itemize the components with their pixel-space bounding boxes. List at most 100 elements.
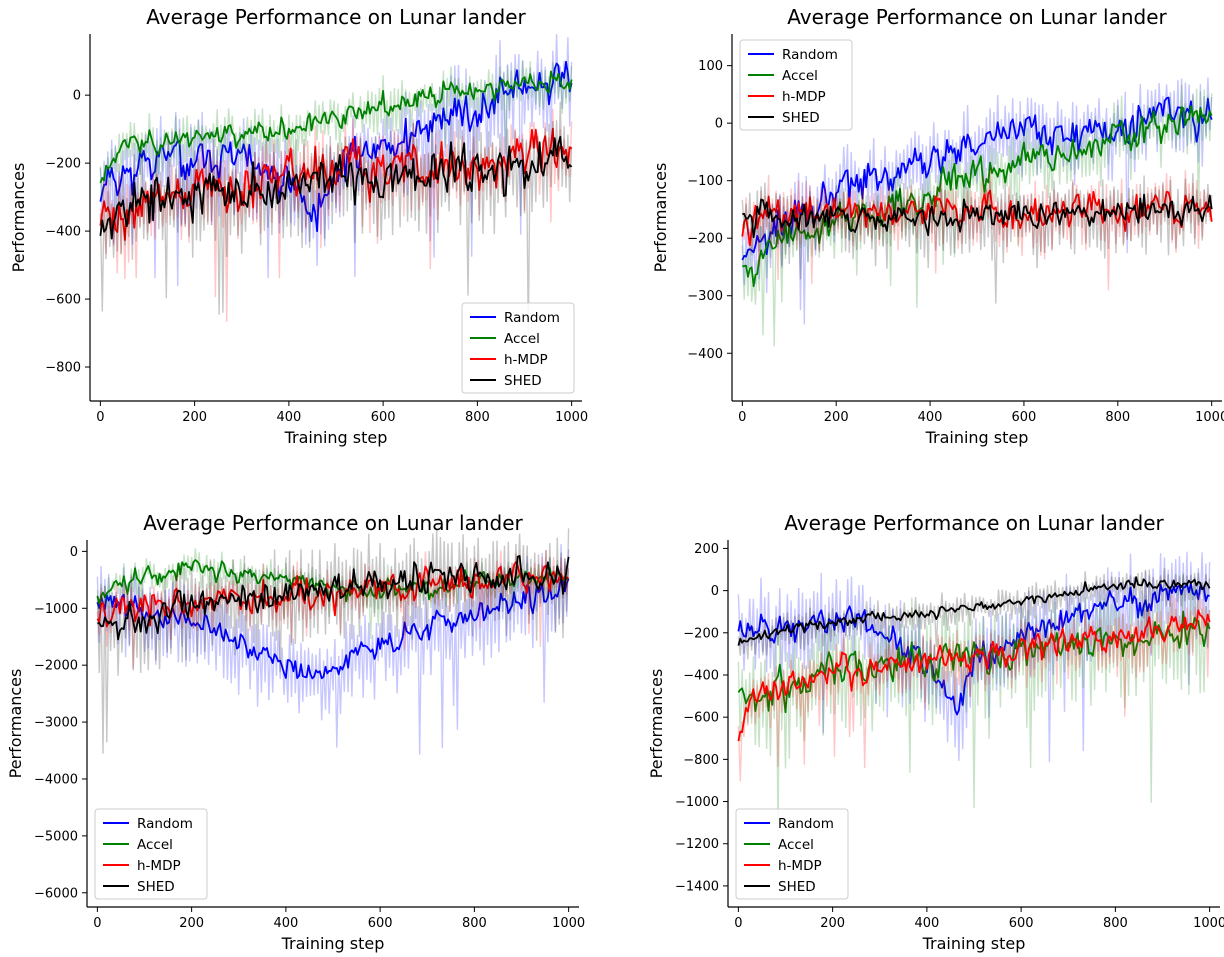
chart-panel-bottom-left: Average Performance on Lunar lander 0 200 4… xyxy=(0,478,612,957)
series-line-accel xyxy=(99,70,573,184)
legend-label-h-mdp: h-MDP xyxy=(504,352,548,368)
x-tick-label: 600 xyxy=(1012,410,1037,425)
y-axis-label: Performances xyxy=(647,669,666,779)
y-tick-label: −200 xyxy=(687,232,723,247)
y-tick-label: 0 xyxy=(73,89,81,104)
chart-svg-bottom-left: Average Performance on Lunar lander 0 200 4… xyxy=(6,511,585,953)
legend-label-accel: Accel xyxy=(778,837,814,853)
y-tick-label: 0 xyxy=(70,545,78,560)
x-tick-label: 600 xyxy=(1009,916,1034,931)
legend-label-shed: SHED xyxy=(782,110,820,126)
y-tick-label: −300 xyxy=(687,289,723,304)
y-tick-label: −600 xyxy=(683,711,719,726)
series-band-shed xyxy=(96,528,570,754)
legend-label-random: Random xyxy=(782,47,838,63)
series-line-accel xyxy=(742,105,1213,288)
chart-title: Average Performance on Lunar lander xyxy=(146,5,526,29)
legend-box xyxy=(739,39,853,131)
y-tick-label: −6000 xyxy=(34,886,78,901)
x-tick-label: 800 xyxy=(1103,916,1128,931)
x-tick-label: 200 xyxy=(182,410,207,425)
series-line-h-mdp xyxy=(737,609,1211,742)
chart-title: Average Performance on Lunar lander xyxy=(143,511,523,535)
legend-box xyxy=(735,808,849,900)
y-tick-label: −400 xyxy=(683,668,719,683)
y-axis-label: Performances xyxy=(6,669,25,779)
chart-svg-top-right: Average Performance on Lunar lander 0 200 4… xyxy=(651,5,1224,447)
x-tick-label: 400 xyxy=(918,410,943,425)
series-line-random xyxy=(96,575,570,680)
y-tick-label: −1400 xyxy=(675,879,719,894)
x-tick-label: 0 xyxy=(93,916,101,931)
x-tick-label: 1000 xyxy=(1193,916,1224,931)
chart-svg-bottom-right: Average Performance on Lunar lander 0 200 4… xyxy=(647,511,1224,953)
legend-label-h-mdp: h-MDP xyxy=(778,858,822,874)
x-tick-label: 200 xyxy=(820,916,845,931)
series-line-shed xyxy=(737,576,1211,646)
chart-title: Average Performance on Lunar lander xyxy=(787,5,1167,29)
y-tick-label: 0 xyxy=(715,117,723,132)
y-tick-label: −3000 xyxy=(34,716,78,731)
x-axis-label: Training step xyxy=(922,934,1026,953)
x-tick-label: 800 xyxy=(465,410,490,425)
y-tick-label: 100 xyxy=(698,59,723,74)
legend: Random Accel h-MDP SHED xyxy=(94,808,208,900)
x-tick-label: 0 xyxy=(738,410,746,425)
y-tick-label: 200 xyxy=(694,542,719,557)
chart-svg-top-left: Average Performance on Lunar lander 0 200 4… xyxy=(9,5,588,447)
series-line-h-mdp xyxy=(99,127,573,241)
y-tick-label: −800 xyxy=(683,753,719,768)
legend-label-h-mdp: h-MDP xyxy=(137,858,181,874)
series-line-shed xyxy=(742,193,1213,239)
x-axis-label: Training step xyxy=(925,428,1029,447)
legend-box xyxy=(461,302,575,394)
series-group xyxy=(737,551,1211,834)
chart-panel-top-right: Average Performance on Lunar lander 0 200 4… xyxy=(612,0,1224,478)
x-tick-label: 0 xyxy=(734,916,742,931)
y-tick-label: −2000 xyxy=(34,659,78,674)
y-tick-label: −200 xyxy=(45,157,81,172)
chart-panel-top-left: Average Performance on Lunar lander 0 200 4… xyxy=(0,0,612,478)
legend: Random Accel h-MDP SHED xyxy=(461,302,575,394)
y-tick-label: 0 xyxy=(711,584,719,599)
y-axis-label: Performances xyxy=(9,163,28,273)
y-tick-label: −800 xyxy=(45,361,81,376)
series-line-shed xyxy=(97,555,570,641)
y-tick-label: −100 xyxy=(687,174,723,189)
y-tick-label: −1200 xyxy=(675,837,719,852)
x-axis-label: Training step xyxy=(284,428,388,447)
legend-label-shed: SHED xyxy=(778,879,816,895)
x-tick-label: 200 xyxy=(179,916,204,931)
legend-label-h-mdp: h-MDP xyxy=(782,89,826,105)
x-tick-label: 400 xyxy=(276,410,301,425)
series-group xyxy=(96,528,570,755)
series-band-random xyxy=(96,544,570,755)
x-tick-label: 1000 xyxy=(555,410,588,425)
y-tick-label: −1000 xyxy=(675,795,719,810)
y-tick-label: −400 xyxy=(45,225,81,240)
series-group xyxy=(99,33,573,339)
y-axis-label: Performances xyxy=(651,163,670,273)
series-band-random xyxy=(737,551,1211,763)
x-tick-label: 400 xyxy=(914,916,939,931)
x-tick-label: 600 xyxy=(368,916,393,931)
x-tick-label: 1000 xyxy=(552,916,585,931)
y-tick-label: −400 xyxy=(687,347,723,362)
legend-label-accel: Accel xyxy=(504,331,540,347)
series-line-shed xyxy=(99,135,573,240)
y-tick-label: −600 xyxy=(45,293,81,308)
series-band-accel xyxy=(737,572,1211,834)
x-tick-label: 0 xyxy=(96,410,104,425)
x-tick-label: 400 xyxy=(273,916,298,931)
legend-box xyxy=(94,808,208,900)
y-tick-label: −5000 xyxy=(34,829,78,844)
y-tick-label: −4000 xyxy=(34,772,78,787)
chart-title: Average Performance on Lunar lander xyxy=(784,511,1164,535)
y-tick-label: −1000 xyxy=(34,602,78,617)
legend-label-random: Random xyxy=(137,816,193,832)
x-tick-label: 800 xyxy=(1105,410,1130,425)
x-tick-label: 800 xyxy=(462,916,487,931)
x-tick-label: 600 xyxy=(371,410,396,425)
legend: Random Accel h-MDP SHED xyxy=(739,39,853,131)
chart-panel-bottom-right: Average Performance on Lunar lander 0 200 4… xyxy=(612,478,1224,957)
